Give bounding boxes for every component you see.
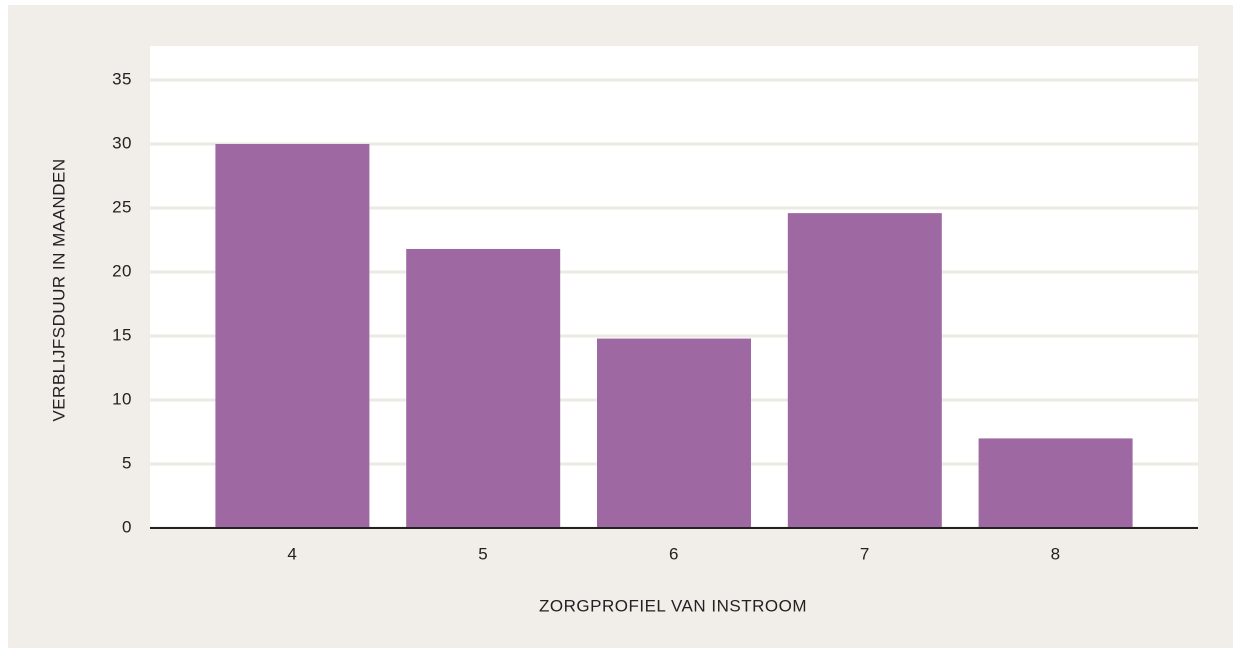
y-tick-label: 20	[112, 261, 132, 280]
x-tick-label: 5	[478, 544, 488, 563]
y-tick-label: 5	[122, 453, 132, 472]
bar	[978, 438, 1133, 528]
bar	[406, 248, 561, 528]
y-tick-label: 35	[112, 69, 132, 88]
y-axis-label: VERBLIJFSDUUR IN MAANDEN	[49, 158, 68, 421]
bar	[597, 338, 751, 528]
y-tick-label: 10	[112, 389, 132, 408]
x-axis-label: ZORGPROFIEL VAN INSTROOM	[539, 596, 807, 615]
bar	[215, 144, 370, 528]
y-tick-label: 0	[122, 517, 132, 536]
x-tick-label: 7	[860, 544, 870, 563]
x-tick-label: 4	[287, 544, 297, 563]
bar	[787, 213, 942, 528]
y-tick-label: 25	[112, 197, 132, 216]
x-tick-label: 6	[669, 544, 679, 563]
y-tick-label: 15	[112, 325, 132, 344]
y-tick-label: 30	[112, 133, 132, 152]
x-tick-label: 8	[1051, 544, 1061, 563]
